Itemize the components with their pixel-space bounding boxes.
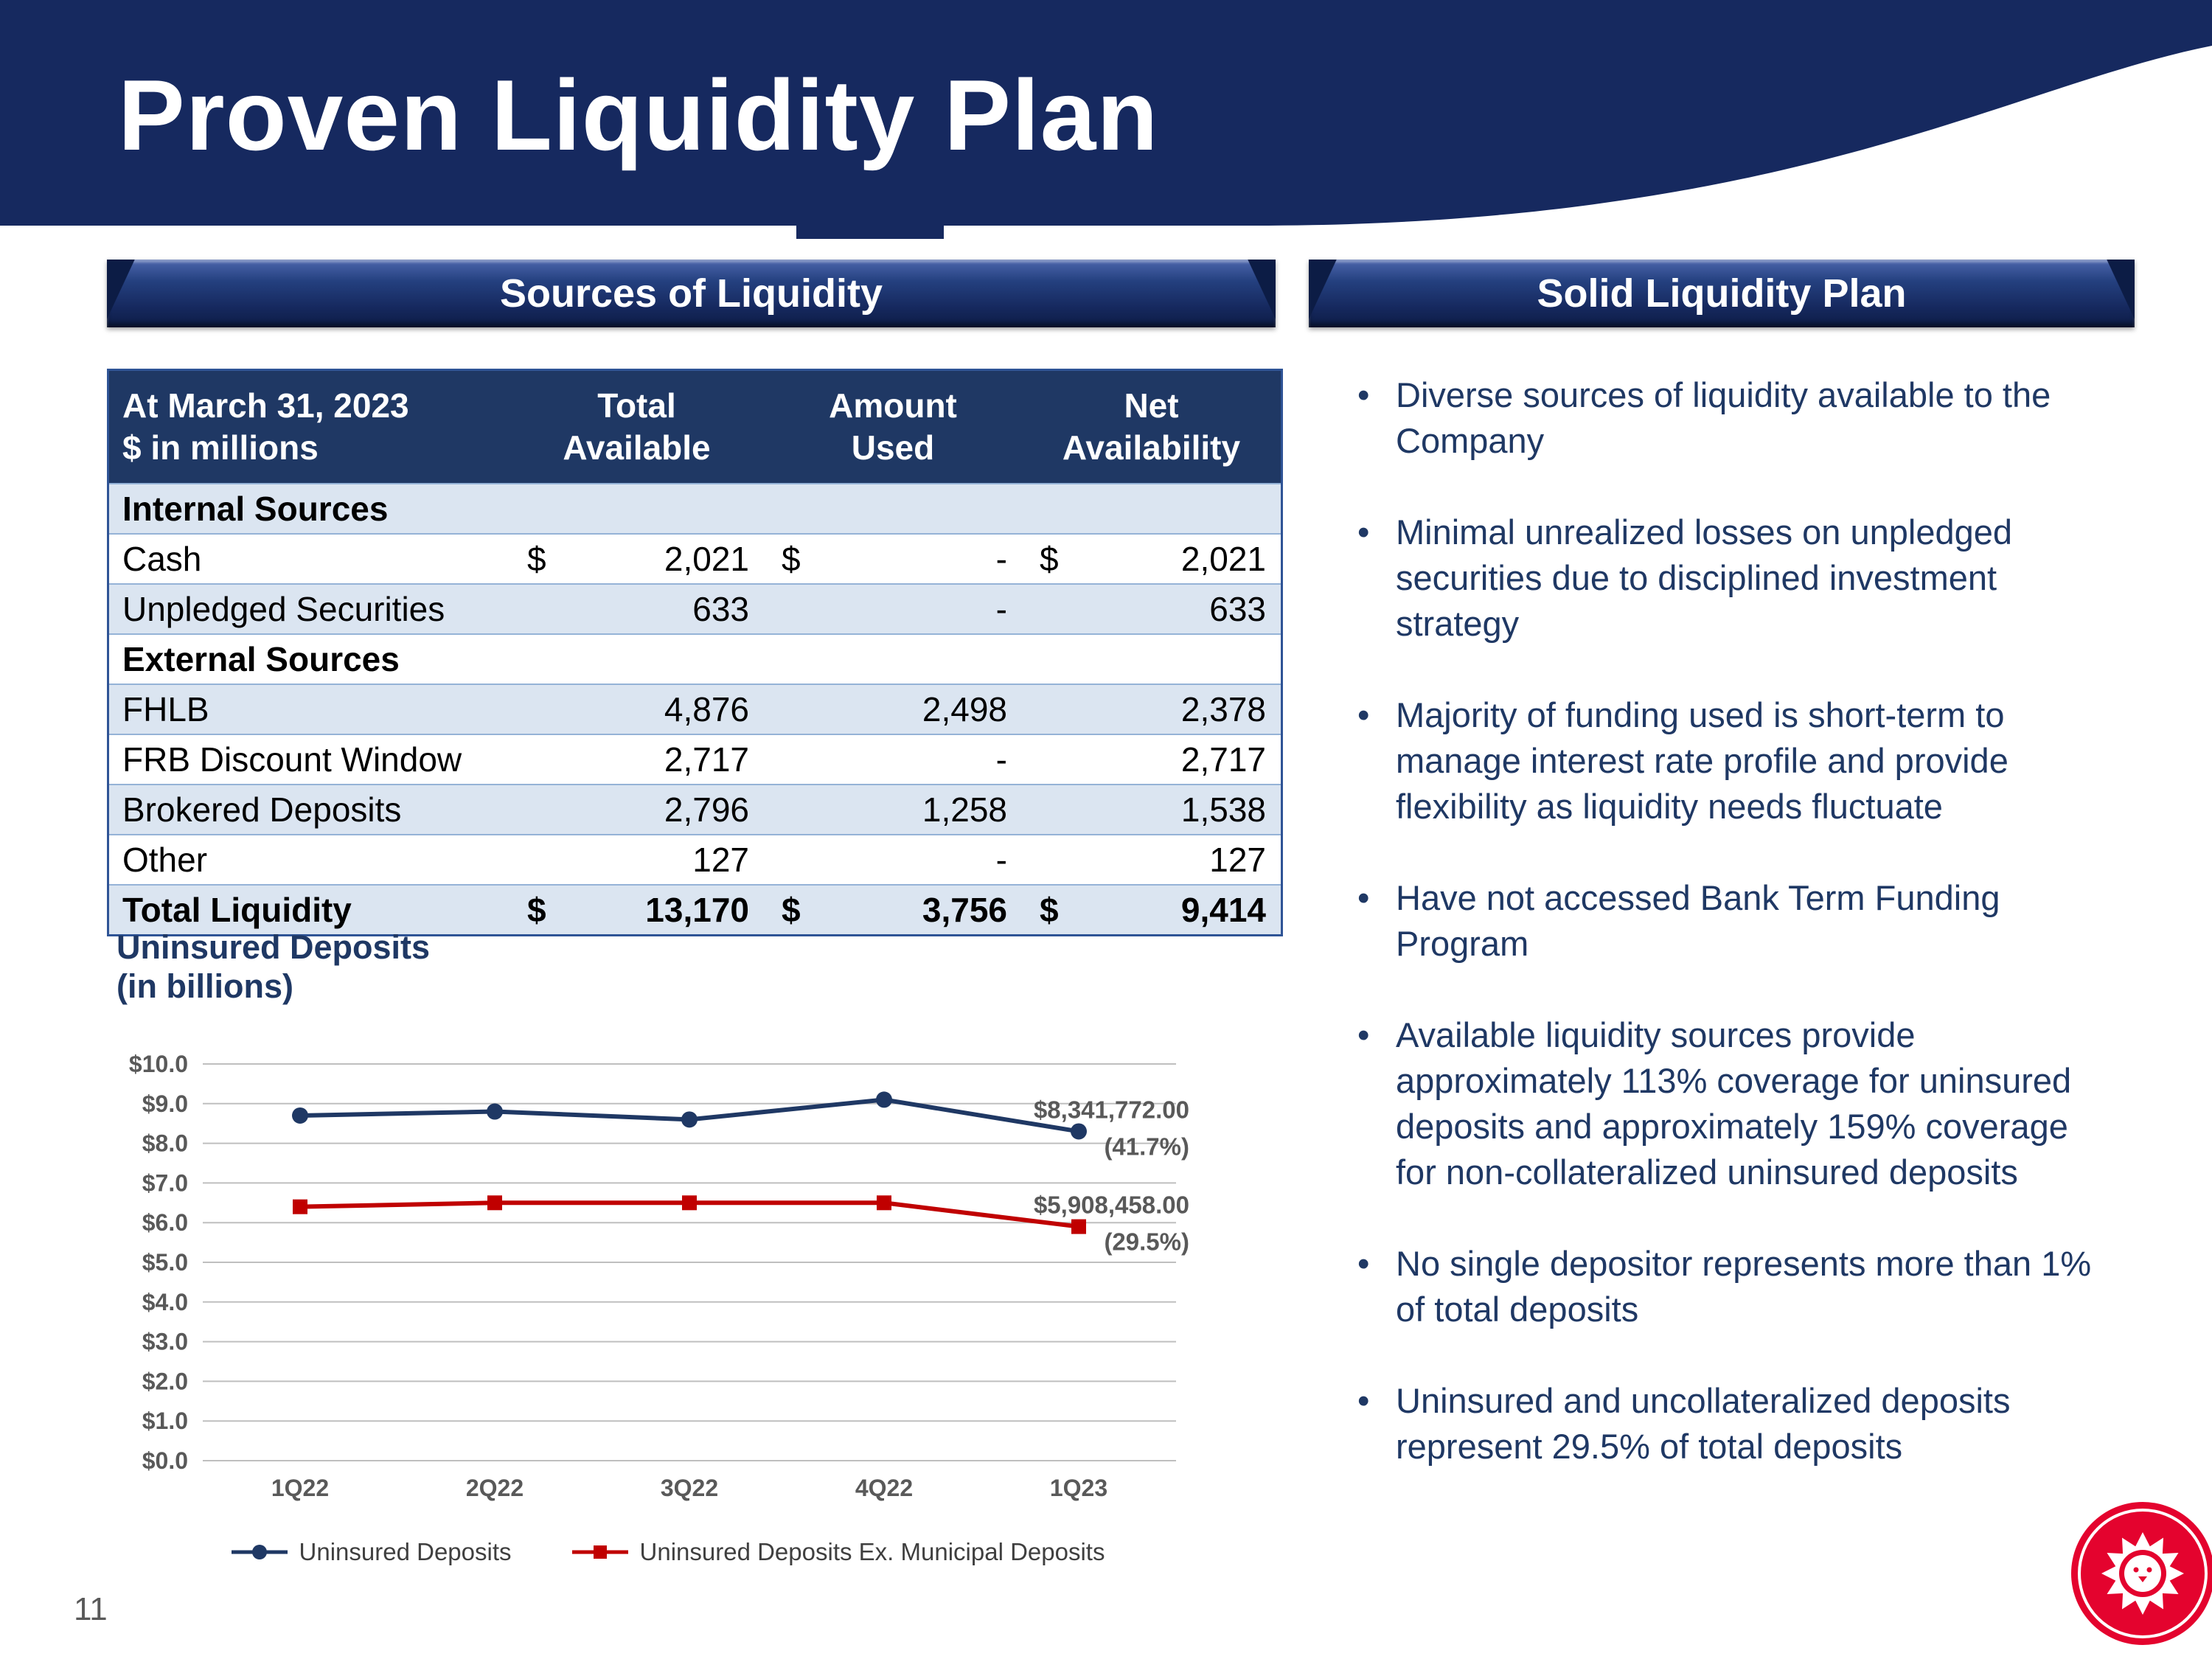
solid-liquidity-plan-header: Solid Liquidity Plan — [1309, 260, 2135, 327]
table-row-frb-discount-window: FRB Discount Window 2,717 - 2,717 — [109, 734, 1281, 784]
y-axis-label: $0.0 — [142, 1447, 188, 1474]
x-axis-label: 3Q22 — [661, 1475, 718, 1501]
table-header-total-available: Total Available — [563, 386, 711, 467]
bullet-item: Uninsured and uncollateralized deposits … — [1353, 1378, 2105, 1470]
x-axis-label: 1Q22 — [271, 1475, 329, 1501]
data-point — [877, 1195, 891, 1211]
bullet-item: Diverse sources of liquidity available t… — [1353, 372, 2105, 464]
data-point — [1071, 1123, 1087, 1140]
legend-item-ex-municipal: Uninsured Deposits Ex. Municipal Deposit… — [571, 1538, 1105, 1566]
lion-logo-icon — [2071, 1502, 2212, 1645]
bullet-item: Majority of funding used is short-term t… — [1353, 692, 2105, 830]
y-axis-label: $5.0 — [142, 1249, 188, 1276]
y-axis-label: $9.0 — [142, 1091, 188, 1117]
x-axis-label: 4Q22 — [855, 1475, 913, 1501]
header-date: At March 31, 2023 — [122, 386, 409, 425]
section-bar-label: Solid Liquidity Plan — [1537, 271, 1907, 316]
data-point — [293, 1199, 307, 1214]
header-accent-step — [796, 212, 944, 239]
data-point — [292, 1107, 308, 1124]
legend-label: Uninsured Deposits — [299, 1538, 512, 1565]
solid-liquidity-bullet-list: Diverse sources of liquidity available t… — [1353, 372, 2105, 1515]
legend-label: Uninsured Deposits Ex. Municipal Deposit… — [639, 1538, 1105, 1565]
table-row-total-liquidity: Total Liquidity $13,170 $3,756 $9,414 — [109, 884, 1281, 934]
table-header-net-availability: Net Availability — [1062, 386, 1241, 467]
chart-title: Uninsured Deposits (in billions) — [116, 928, 431, 1005]
y-axis-label: $7.0 — [142, 1169, 188, 1196]
uninsured-deposits-chart: $0.0 $1.0 $2.0 $3.0 $4.0 $5.0 $6.0 $7.0 $8.0 $9.0… — [129, 1053, 1189, 1501]
y-axis-label: $3.0 — [142, 1329, 188, 1355]
chart-legend: Uninsured Deposits Uninsured Deposits Ex… — [107, 1538, 1228, 1566]
bullet-item: Have not accessed Bank Term Funding Prog… — [1353, 875, 2105, 967]
table-row-external-sources: External Sources — [109, 633, 1281, 684]
header-band — [0, 0, 2212, 239]
data-point — [681, 1111, 698, 1128]
y-axis-label: $2.0 — [142, 1368, 188, 1394]
page-title: Proven Liquidity Plan — [118, 59, 1159, 171]
data-label: (29.5%) — [1104, 1228, 1189, 1256]
table-header-label-col: At March 31, 2023 $ in millions — [109, 371, 509, 483]
legend-marker-square-icon — [571, 1545, 628, 1559]
table-row-brokered-deposits: Brokered Deposits 2,796 1,258 1,538 — [109, 784, 1281, 834]
data-label: $5,908,458.00 — [1034, 1192, 1189, 1219]
table-row-other: Other 127 - 127 — [109, 834, 1281, 884]
table-header-amount-used: Amount Used — [829, 386, 957, 467]
sources-of-liquidity-header: Sources of Liquidity — [107, 260, 1276, 327]
header-units: $ in millions — [122, 428, 319, 467]
bullet-item: No single depositor represents more than… — [1353, 1241, 2105, 1332]
table-row-internal-sources: Internal Sources — [109, 483, 1281, 533]
y-axis-label: $6.0 — [142, 1209, 188, 1236]
data-point — [487, 1103, 503, 1120]
data-point — [487, 1195, 502, 1211]
bullet-item: Available liquidity sources provide appr… — [1353, 1012, 2105, 1195]
liquidity-table: At March 31, 2023 $ in millions Total Av… — [107, 369, 1283, 936]
header-swoosh — [0, 0, 2212, 226]
section-bar-label: Sources of Liquidity — [499, 271, 883, 316]
table-row-unpledged-securities: Unpledged Securities 633 - 633 — [109, 583, 1281, 633]
data-point — [876, 1091, 892, 1108]
legend-item-uninsured-deposits: Uninsured Deposits — [230, 1538, 512, 1566]
bullet-item: Minimal unrealized losses on unpledged s… — [1353, 509, 2105, 647]
y-axis-label: $8.0 — [142, 1130, 188, 1157]
data-point — [1071, 1219, 1086, 1234]
page-number: 11 — [74, 1591, 108, 1627]
y-axis-label: $1.0 — [142, 1408, 188, 1434]
y-axis-label: $10.0 — [129, 1053, 188, 1077]
table-header-row: At March 31, 2023 $ in millions Total Av… — [109, 371, 1281, 483]
data-label: $8,341,772.00 — [1034, 1096, 1189, 1123]
data-label: (41.7%) — [1104, 1133, 1189, 1160]
table-row-fhlb: FHLB 4,876 2,498 2,378 — [109, 684, 1281, 734]
x-axis-label: 1Q23 — [1050, 1475, 1107, 1501]
legend-marker-circle-icon — [231, 1545, 288, 1559]
table-row-cash: Cash $2,021 $ - $2,021 — [109, 533, 1281, 583]
x-axis-label: 2Q22 — [466, 1475, 524, 1501]
y-axis-label: $4.0 — [142, 1289, 188, 1315]
data-point — [682, 1195, 697, 1211]
